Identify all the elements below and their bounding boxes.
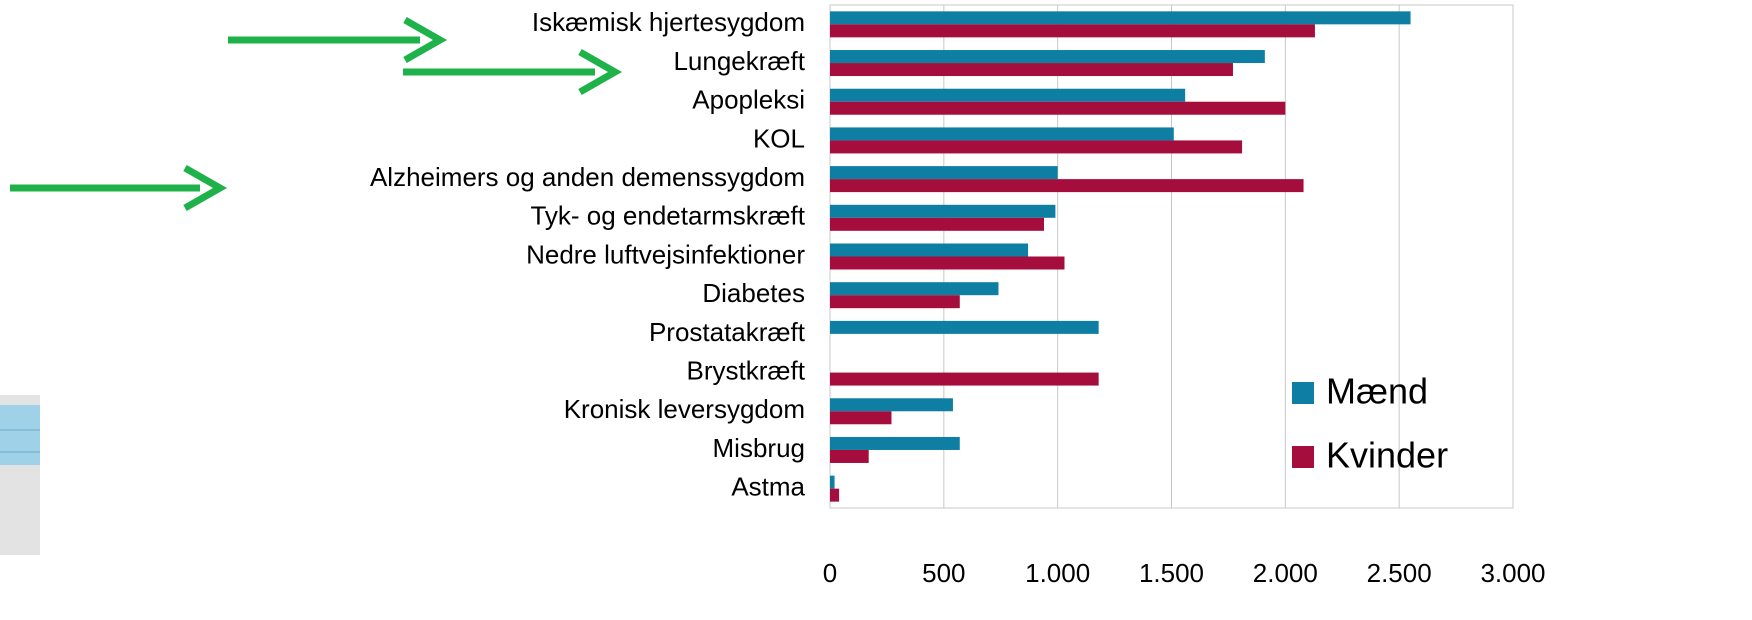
bar [830,449,869,463]
bar [830,436,960,450]
y-tick-label: Brystkræft [687,355,806,385]
bar [830,127,1174,141]
bar [830,166,1058,180]
legend-swatch [1292,382,1314,404]
x-tick-label: 1.000 [1025,558,1090,588]
y-tick-label: Apopleksi [692,85,805,115]
legend-label: Mænd [1326,371,1428,412]
y-tick-label: Diabetes [702,278,805,308]
bar [830,411,892,425]
bar [830,101,1286,115]
y-tick-label: Alzheimers og anden demenssygdom [370,162,805,192]
y-tick-label: Iskæmisk hjertesygdom [532,7,805,37]
bar [830,282,999,296]
arrows [10,16,623,212]
y-tick-label: KOL [753,123,805,153]
bar [830,50,1265,64]
y-tick-label: Misbrug [713,433,805,463]
bar [830,140,1243,154]
bar [830,217,1045,231]
x-tick-label: 2.500 [1367,558,1432,588]
bar [830,475,835,489]
x-tick-label: 3.000 [1480,558,1545,588]
x-tick-label: 0 [823,558,837,588]
bar [830,398,953,412]
bar [830,24,1315,38]
bar [830,243,1029,257]
y-tick-label: Kronisk leversygdom [564,394,805,424]
legend-swatch [1292,446,1314,468]
bar [830,88,1186,102]
bar [830,488,840,502]
bar [830,256,1065,270]
x-tick-label: 2.000 [1253,558,1318,588]
bar [830,179,1304,193]
bar [830,204,1056,218]
bar [830,320,1099,334]
y-tick-label: Astma [731,472,805,502]
x-tick-label: 500 [922,558,965,588]
bar [830,11,1411,25]
legend-label: Kvinder [1326,435,1448,476]
y-tick-label: Prostatakræft [649,317,806,347]
bar [830,63,1233,77]
x-tick-label: 1.500 [1139,558,1204,588]
bar [830,372,1099,386]
thumbnail [0,395,40,555]
y-tick-label: Nedre luftvejsinfektioner [526,239,805,269]
y-tick-label: Lungekræft [673,46,805,76]
bar [830,295,960,309]
y-tick-label: Tyk- og endetarmskræft [530,201,805,231]
